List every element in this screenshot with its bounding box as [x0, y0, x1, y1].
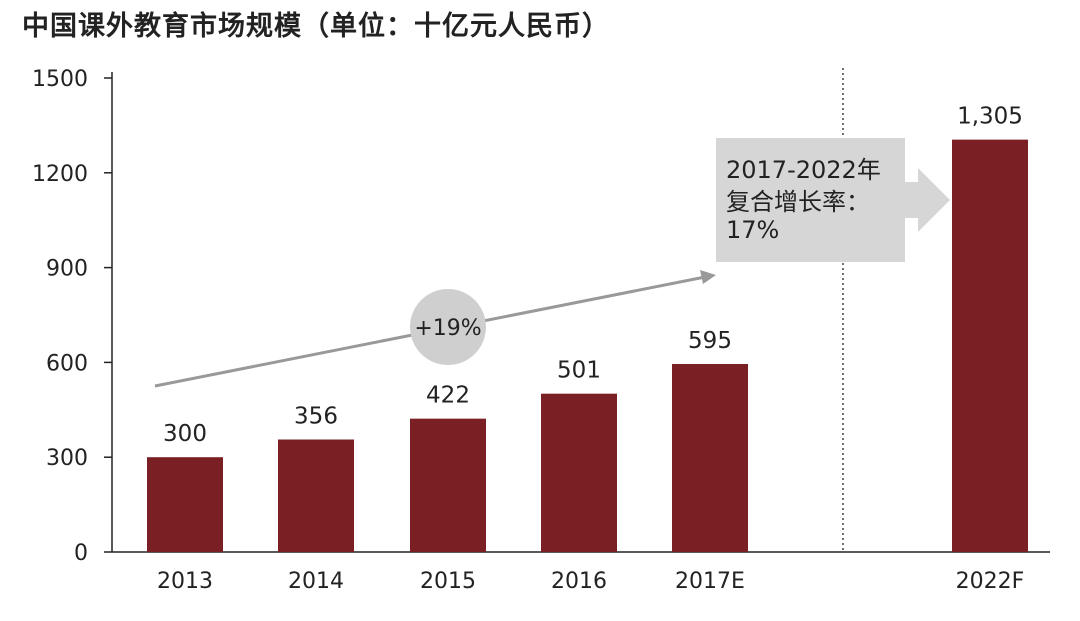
data-label: 300 [163, 421, 207, 447]
data-label: 422 [426, 383, 470, 409]
growth-label: +19% [414, 316, 481, 341]
bar-2017E [672, 363, 748, 552]
data-label: 356 [294, 404, 338, 430]
y-tick-label: 1200 [32, 162, 88, 187]
chart-title: 中国课外教育市场规模（单位：十亿元人民币） [22, 11, 610, 42]
cagr-callout: 2017-2022年 复合增长率： 17% [716, 138, 905, 262]
x-tick-label: 2013 [157, 569, 213, 594]
x-tick-label: 2017E [675, 569, 745, 594]
y-tick-label: 900 [46, 257, 88, 282]
data-label: 595 [688, 328, 732, 354]
bar-2015 [410, 418, 486, 552]
y-tick-label: 600 [46, 351, 88, 376]
x-tick-label: 2014 [288, 569, 344, 594]
y-tick-label: 1500 [32, 67, 88, 92]
cagr-arrow [905, 168, 950, 232]
growth-bubble [410, 289, 486, 365]
bar-2014 [278, 439, 354, 552]
cagr-line1: 2017-2022年 [726, 156, 881, 184]
data-label: 1,305 [957, 104, 1023, 130]
y-tick-label: 300 [46, 446, 88, 471]
cagr-line3: 17% [726, 216, 780, 244]
x-tick-label: 2022F [956, 569, 1025, 594]
bar-2013 [147, 457, 223, 552]
growth-arrowhead [700, 270, 716, 284]
data-label: 501 [557, 358, 601, 384]
bar-2016 [541, 393, 617, 552]
cagr-line2: 复合增长率： [726, 188, 870, 216]
x-tick-label: 2016 [551, 569, 607, 594]
bar-2022F [952, 139, 1028, 552]
x-tick-label: 2015 [420, 569, 476, 594]
y-tick-label: 0 [74, 541, 88, 566]
